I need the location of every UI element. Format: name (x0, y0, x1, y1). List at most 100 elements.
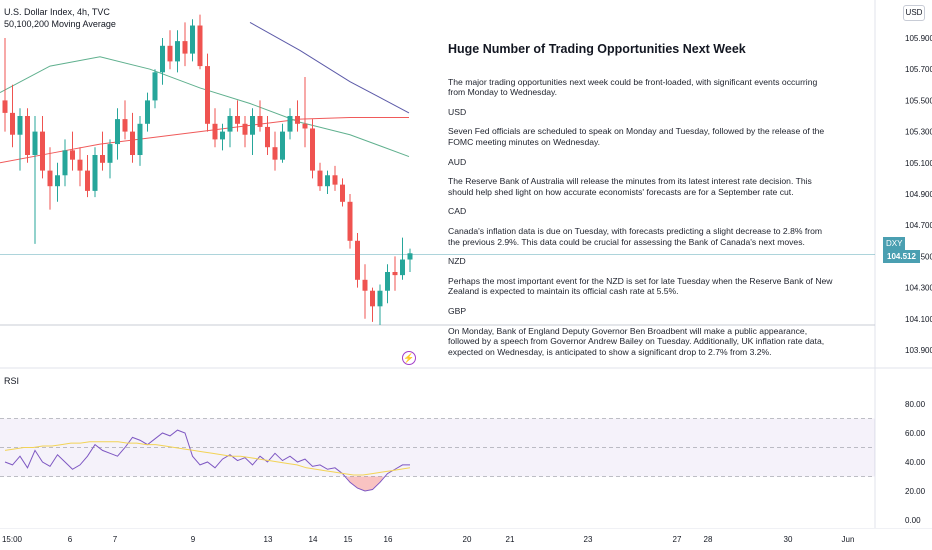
candle-body (85, 170, 90, 191)
candle-body (190, 25, 195, 54)
candle-body (70, 150, 75, 160)
time-tick-label: 27 (673, 535, 682, 544)
candle-body (272, 147, 278, 160)
price-tick-label: 105.100 (905, 159, 932, 168)
candle-body (257, 116, 263, 127)
candle-body (2, 100, 8, 113)
time-tick-label: 30 (784, 535, 793, 544)
candle-body (400, 259, 405, 276)
candle-body (182, 41, 188, 54)
note-paragraph: The major trading opportunities next wee… (448, 76, 818, 98)
candle-body (250, 116, 255, 135)
rsi-tick-label: 0.00 (905, 516, 921, 525)
time-tick-label: 7 (113, 535, 118, 544)
candle-body (107, 144, 113, 163)
note-paragraph: Perhaps the most important event for the… (448, 275, 833, 297)
candle-body (242, 123, 248, 135)
note-paragraph: Canada's inflation data is due on Tuesda… (448, 225, 823, 247)
candle-body (145, 100, 150, 124)
candle-body (32, 131, 38, 155)
symbol-legend[interactable]: U.S. Dollar Index, 4h, TVC (4, 7, 110, 17)
rsi-tick-label: 20.00 (905, 487, 926, 496)
time-tick-label: 23 (584, 535, 593, 544)
candle-body (392, 272, 398, 276)
candle-body (355, 240, 360, 280)
candle-body (130, 131, 135, 155)
candle-body (325, 175, 330, 187)
price-tick-label: 105.300 (905, 128, 932, 137)
time-tick-label: 13 (264, 535, 273, 544)
ma200-line (249, 21, 410, 114)
candle-body (10, 112, 15, 135)
candle-body (377, 290, 383, 307)
candle-body (212, 123, 218, 140)
candle-body (235, 116, 240, 124)
candle-body (407, 253, 413, 260)
candle-body (92, 155, 98, 191)
note-heading-aud: AUD (448, 156, 467, 167)
candle-body (265, 126, 270, 148)
price-tick-label: 105.500 (905, 96, 932, 105)
candle-body (115, 119, 120, 145)
rsi-tick-label: 40.00 (905, 458, 926, 467)
candle-body (137, 123, 143, 155)
candle-body (295, 116, 300, 124)
moving-average-legend[interactable]: 50,100,200 Moving Average (4, 19, 116, 29)
time-tick-label: 6 (68, 535, 73, 544)
candle-body (77, 159, 83, 171)
rsi-tick-label: 80.00 (905, 400, 926, 409)
rsi-ma-line (4, 441, 411, 476)
candle-body (205, 66, 210, 124)
candle-body (385, 272, 390, 291)
current-price-tag: DXY104.512 (883, 237, 932, 263)
rsi-legend[interactable]: RSI (4, 376, 20, 386)
note-paragraph: The Reserve Bank of Australia will relea… (448, 176, 812, 197)
price-tick-label: 104.100 (905, 315, 932, 324)
candle-body (310, 128, 315, 171)
text-note[interactable]: Huge Number of Trading Opportunities Nex… (448, 42, 833, 366)
note-title: Huge Number of Trading Opportunities Nex… (448, 42, 746, 56)
candle-body (197, 25, 203, 67)
time-tick-label: 20 (463, 535, 472, 544)
candle-body (25, 116, 30, 155)
candle-body (302, 123, 308, 129)
currency-button[interactable]: USD (903, 5, 925, 21)
candle-body (287, 116, 293, 132)
ma100-line (0, 117, 409, 164)
candle-body (40, 131, 45, 171)
candle-body (167, 45, 173, 62)
price-tick-label: 105.700 (905, 65, 932, 74)
price-tick-label: 104.300 (905, 284, 932, 293)
candle-body (122, 119, 128, 132)
candle-body (347, 201, 353, 241)
rsi-chart[interactable]: 80.00 60.00 40.00 20.00 0.00 (0, 370, 932, 528)
candle-body (152, 72, 158, 101)
candle-body (160, 45, 165, 73)
time-axis: 15:00 6 7 9 13 14 15 16 20 21 23 27 28 30 Jun (0, 528, 932, 544)
time-tick-label: 21 (506, 535, 515, 544)
price-tick-label: 104.700 (905, 221, 932, 230)
time-tick-label: 15 (344, 535, 353, 544)
candle-body (175, 41, 180, 62)
rsi-tick-label: 60.00 (905, 429, 926, 438)
candle-body (17, 116, 23, 135)
candle-body (340, 184, 345, 202)
lightning-icon[interactable]: ⚡ (402, 351, 416, 365)
note-heading-gbp: GBP (448, 305, 467, 316)
time-tick-label: Jun (842, 535, 855, 544)
note-heading-nzd: NZD (448, 256, 466, 267)
time-tick-label: 15:00 (2, 535, 23, 544)
time-tick-label: 14 (309, 535, 318, 544)
candle-body (227, 116, 233, 132)
price-tick-label: 104.900 (905, 190, 932, 199)
candle-body (280, 131, 285, 160)
candle-body (362, 279, 368, 291)
note-heading-usd: USD (448, 106, 467, 117)
note-heading-cad: CAD (448, 206, 467, 217)
price-tick-label: 105.900 (905, 34, 932, 43)
candle-body (47, 170, 53, 187)
time-tick-label: 28 (704, 535, 713, 544)
ma50-line (0, 56, 410, 158)
candle-body (220, 131, 225, 140)
time-tick-label: 9 (191, 535, 196, 544)
